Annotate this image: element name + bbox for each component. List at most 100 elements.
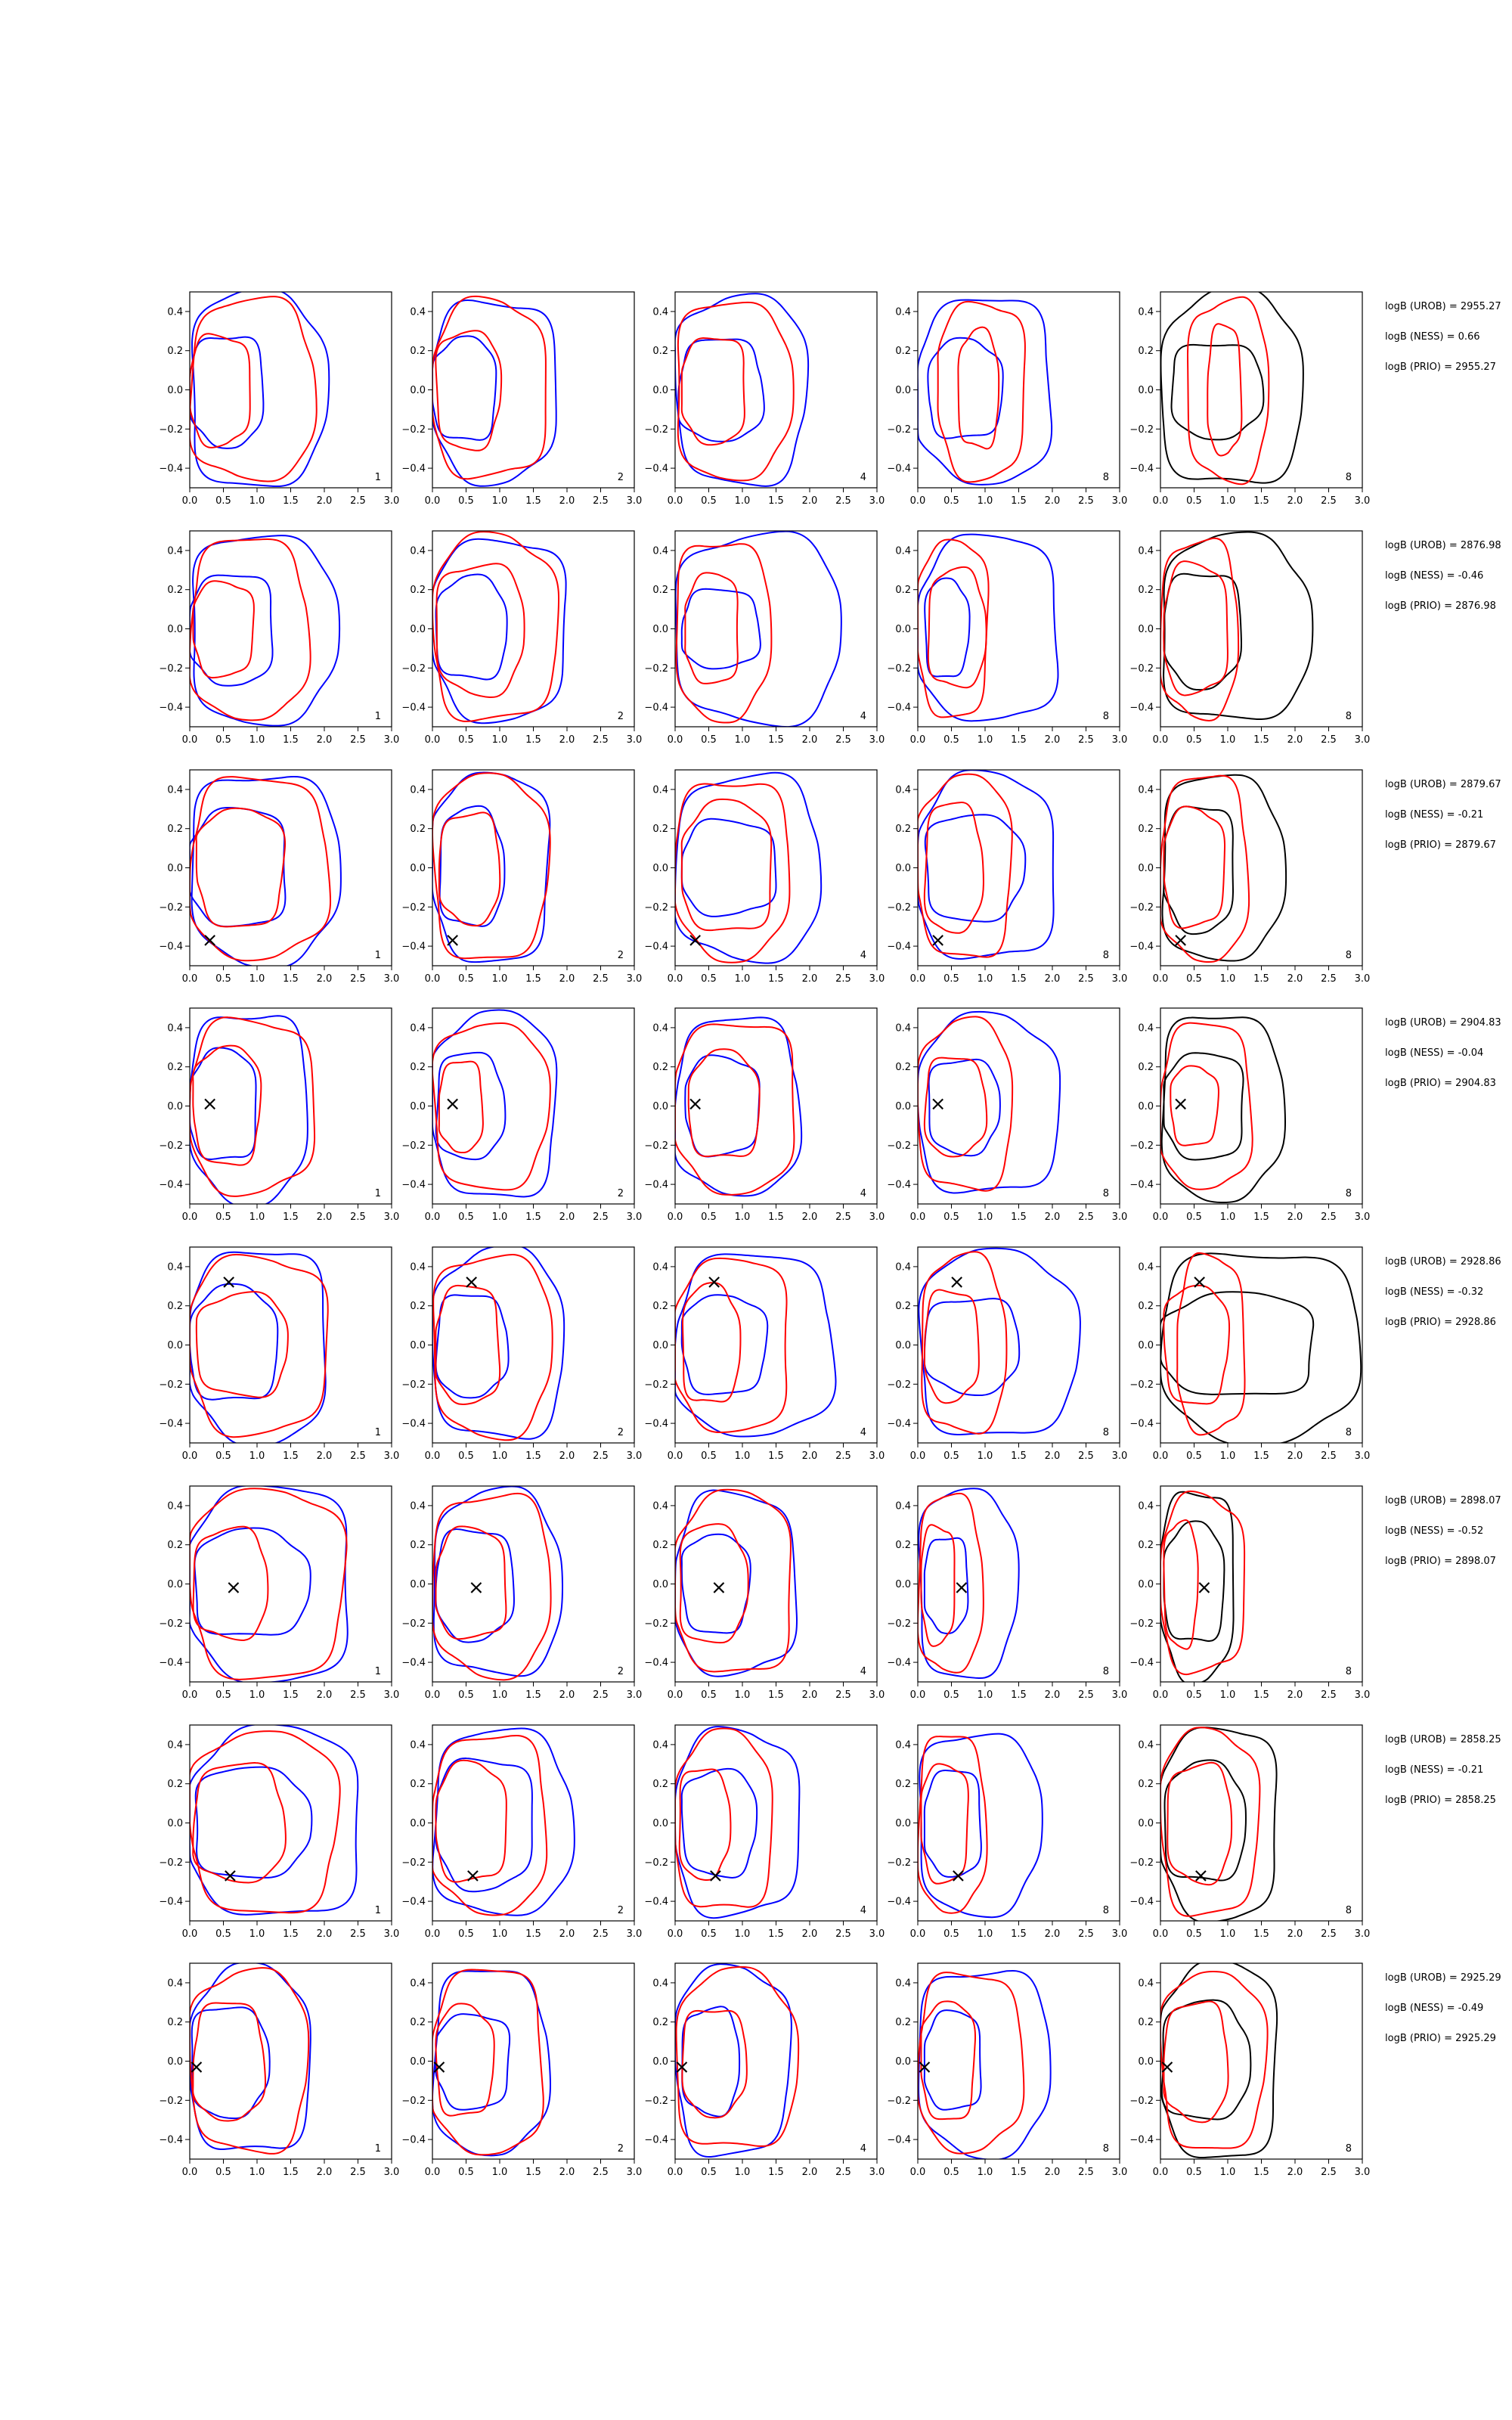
red-contour-inner xyxy=(1163,2000,1229,2124)
y-tick-label: 0.2 xyxy=(652,1540,668,1551)
x-tick-label: 2.5 xyxy=(593,1928,609,1940)
axes-frame xyxy=(189,769,392,966)
y-tick-label: 0.4 xyxy=(652,1739,668,1751)
blue-contour-inner xyxy=(928,1058,1001,1157)
panel-number-label: 8 xyxy=(1346,472,1352,483)
y-tick-label: 0.4 xyxy=(895,784,911,796)
axes-frame xyxy=(1160,1007,1363,1205)
x-tick-label: 3.0 xyxy=(869,2167,885,2178)
red-contour-inner xyxy=(680,798,773,932)
y-tick-label: 0.0 xyxy=(652,1579,668,1590)
true-value-marker: × xyxy=(1159,2055,1176,2078)
y-tick-label: 0.4 xyxy=(167,545,183,557)
x-tick-label: 2.0 xyxy=(1287,1928,1303,1940)
x-tick-label: 2.5 xyxy=(835,2167,851,2178)
panel-r6-c3: × 0.0 0.5 1.0 1.5 2.0 2.5 3.0 −0.4 −0.2 0.0 0.2 0.4 4 xyxy=(644,1485,885,1701)
x-tick-label: 1.0 xyxy=(249,1450,265,1462)
x-tick-label: 1.0 xyxy=(492,973,508,985)
logb-ness-row-5: logB (NESS) = -0.32 xyxy=(1385,1286,1484,1298)
x-tick-label: 2.5 xyxy=(1321,1928,1337,1940)
y-tick-label: 0.0 xyxy=(1138,1818,1154,1829)
x-tick-label: 1.0 xyxy=(978,1689,993,1701)
y-tick-label: 0.4 xyxy=(410,1978,426,1989)
x-tick-label: 2.0 xyxy=(802,1450,818,1462)
red-contour-outer xyxy=(918,1492,984,1674)
logb-urob-row-7: logB (UROB) = 2858.25 xyxy=(1385,1734,1501,1745)
y-tick-label: 0.4 xyxy=(652,1500,668,1512)
panel-number-label: 8 xyxy=(1346,1666,1352,1677)
red-contour-outer xyxy=(432,1969,544,2156)
red-contour-outer xyxy=(675,1488,792,1673)
logb-ness-row-3: logB (NESS) = -0.21 xyxy=(1385,809,1484,821)
x-tick-label: 3.0 xyxy=(627,973,643,985)
logb-urob-row-6: logB (UROB) = 2898.07 xyxy=(1385,1495,1501,1506)
y-tick-label: 0.4 xyxy=(895,1022,911,1034)
red-contour-outer xyxy=(190,1253,329,1438)
x-tick-label: 0.5 xyxy=(701,495,717,507)
logb-urob-row-2: logB (UROB) = 2876.98 xyxy=(1385,540,1501,551)
x-tick-label: 2.5 xyxy=(350,734,366,746)
contour-group xyxy=(1160,1963,1278,2159)
blue-contour-inner xyxy=(924,814,1027,923)
y-tick-label: −0.4 xyxy=(401,703,426,714)
blue-contour-outer xyxy=(919,1733,1043,1919)
y-tick-label: 0.2 xyxy=(652,1062,668,1073)
blue-contour-inner xyxy=(190,806,287,928)
x-tick-label: 1.0 xyxy=(1220,495,1236,507)
blue-contour-outer xyxy=(918,770,1055,960)
x-tick-label: 3.0 xyxy=(1112,1212,1128,1223)
y-tick-label: 0.2 xyxy=(410,824,426,835)
logb-ness-row-7: logB (NESS) = -0.21 xyxy=(1385,1764,1484,1776)
x-tick-label: 1.5 xyxy=(283,2167,299,2178)
panel-number-label: 2 xyxy=(618,1905,624,1916)
red-contour-outer xyxy=(937,300,1026,483)
y-tick-label: −0.2 xyxy=(1129,1379,1154,1391)
axes-frame xyxy=(674,291,878,489)
red-contour-inner xyxy=(192,1525,269,1642)
blue-contour-outer xyxy=(675,1963,792,2158)
axes-frame xyxy=(1160,769,1363,966)
x-tick-label: 3.0 xyxy=(384,1212,400,1223)
red-contour-inner xyxy=(684,572,739,684)
red-contour-inner xyxy=(435,1525,507,1640)
red-contour-outer xyxy=(1160,1022,1253,1190)
y-tick-label: 0.0 xyxy=(652,1340,668,1351)
y-tick-label: 0.0 xyxy=(1138,1579,1154,1590)
y-tick-label: −0.2 xyxy=(887,2096,911,2107)
red-contour-outer xyxy=(675,783,791,963)
red-contour-inner xyxy=(920,1763,969,1885)
x-tick-label: 2.5 xyxy=(1078,1212,1094,1223)
panel-number-label: 4 xyxy=(860,950,866,961)
y-tick-label: −0.2 xyxy=(644,1140,668,1152)
panel-number-label: 8 xyxy=(1103,472,1109,483)
panel-r2-c1: 0.0 0.5 1.0 1.5 2.0 2.5 3.0 −0.4 −0.2 0.0 0.2 0.4 1 xyxy=(159,530,399,746)
red-contour-outer xyxy=(432,1492,552,1681)
x-tick-label: 2.5 xyxy=(1078,1450,1094,1462)
logb-urob-row-4: logB (UROB) = 2904.83 xyxy=(1385,1017,1501,1028)
true-value-marker: × xyxy=(687,1093,704,1115)
y-tick-label: −0.4 xyxy=(401,1658,426,1669)
x-tick-label: 2.5 xyxy=(350,1689,366,1701)
blue-contour-inner xyxy=(435,1757,533,1893)
x-tick-label: 1.0 xyxy=(1220,973,1236,985)
x-tick-label: 1.5 xyxy=(525,495,541,507)
true-value-marker: × xyxy=(1173,929,1189,951)
y-tick-label: 0.2 xyxy=(1138,2017,1154,2028)
x-tick-label: 2.0 xyxy=(317,2167,333,2178)
contour-group xyxy=(190,1725,359,1916)
contour-group xyxy=(1160,1727,1278,1921)
y-tick-label: −0.4 xyxy=(401,1419,426,1430)
x-tick-label: 0.5 xyxy=(943,495,959,507)
y-tick-label: −0.2 xyxy=(644,1379,668,1391)
y-tick-label: −0.4 xyxy=(887,942,911,953)
y-tick-label: −0.2 xyxy=(159,424,183,436)
blue-contour-outer xyxy=(432,1486,564,1677)
black-contour-inner xyxy=(1170,343,1265,441)
red-contour-outer xyxy=(432,295,547,480)
x-tick-label: 2.0 xyxy=(1287,495,1303,507)
y-tick-label: 0.0 xyxy=(652,863,668,874)
x-tick-label: 2.5 xyxy=(835,495,851,507)
x-tick-label: 1.0 xyxy=(492,734,508,746)
y-tick-label: −0.4 xyxy=(159,464,183,475)
blue-contour-inner xyxy=(923,1537,969,1635)
